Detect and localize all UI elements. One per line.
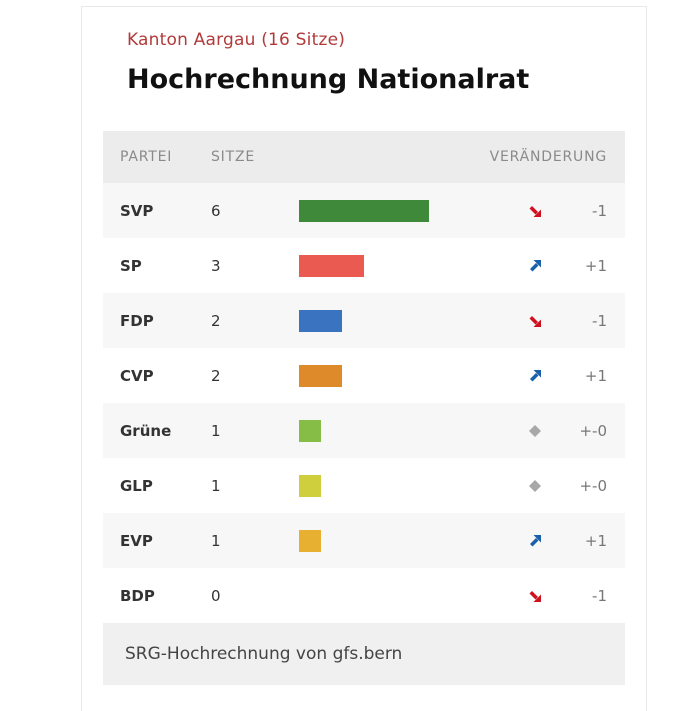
arrow-up-right-icon	[527, 533, 543, 549]
change-value: +1	[584, 532, 607, 550]
diamond-neutral-icon	[527, 423, 543, 439]
table-row: Grüne 1 +-0	[103, 403, 625, 458]
seats-value: 1	[211, 477, 221, 495]
seat-bar	[299, 530, 321, 552]
table-row: CVP 2 +1	[103, 348, 625, 403]
arrow-down-right-icon	[527, 588, 543, 604]
chart-subtitle: Kanton Aargau (16 Sitze)	[127, 30, 346, 50]
table-row: SVP 6 -1	[103, 183, 625, 238]
seat-bar	[299, 365, 343, 387]
table-row: BDP 0 -1	[103, 568, 625, 623]
table-footer: SRG-Hochrechnung von gfs.bern	[103, 623, 625, 685]
seats-value: 3	[211, 257, 221, 275]
card-frame	[81, 6, 647, 711]
seat-bar	[299, 200, 430, 222]
party-label: GLP	[120, 477, 153, 495]
table-row: FDP 2 -1	[103, 293, 625, 348]
change-value: +-0	[579, 477, 607, 495]
results-table: PARTEI SITZE VERÄNDERUNG SVP 6 -1 SP 3 +1 FDP 2…	[103, 131, 625, 685]
arrow-down-right-icon	[527, 203, 543, 219]
column-header-seats: SITZE	[211, 149, 256, 165]
change-value: -1	[592, 587, 607, 605]
table-header: PARTEI SITZE VERÄNDERUNG	[103, 131, 625, 183]
party-label: BDP	[120, 587, 155, 605]
seats-value: 0	[211, 587, 221, 605]
table-body: SVP 6 -1 SP 3 +1 FDP 2 -1 CVP 2 +1 Grüne 1 +-0 GLP 1 +-0 E…	[103, 183, 625, 623]
party-label: EVP	[120, 532, 153, 550]
change-value: +-0	[579, 422, 607, 440]
seats-value: 1	[211, 422, 221, 440]
change-value: +1	[584, 257, 607, 275]
arrow-up-right-icon	[527, 258, 543, 274]
arrow-up-right-icon	[527, 368, 543, 384]
party-label: Grüne	[120, 422, 172, 440]
column-header-change: VERÄNDERUNG	[489, 149, 607, 165]
seat-bar	[299, 255, 365, 277]
change-value: -1	[592, 312, 607, 330]
seats-value: 1	[211, 532, 221, 550]
seats-value: 6	[211, 202, 221, 220]
table-row: EVP 1 +1	[103, 513, 625, 568]
arrow-down-right-icon	[527, 313, 543, 329]
chart-title: Hochrechnung Nationalrat	[127, 64, 530, 95]
party-label: FDP	[120, 312, 154, 330]
seat-bar	[299, 475, 321, 497]
table-row: SP 3 +1	[103, 238, 625, 293]
change-value: +1	[584, 367, 607, 385]
change-value: -1	[592, 202, 607, 220]
seats-value: 2	[211, 367, 221, 385]
diamond-neutral-icon	[527, 478, 543, 494]
table-row: GLP 1 +-0	[103, 458, 625, 513]
source-note: SRG-Hochrechnung von gfs.bern	[125, 644, 403, 664]
column-header-party: PARTEI	[120, 149, 173, 165]
seat-bar	[299, 310, 343, 332]
seats-value: 2	[211, 312, 221, 330]
party-label: SP	[120, 257, 142, 275]
party-label: SVP	[120, 202, 154, 220]
party-label: CVP	[120, 367, 154, 385]
seat-bar	[299, 420, 321, 442]
